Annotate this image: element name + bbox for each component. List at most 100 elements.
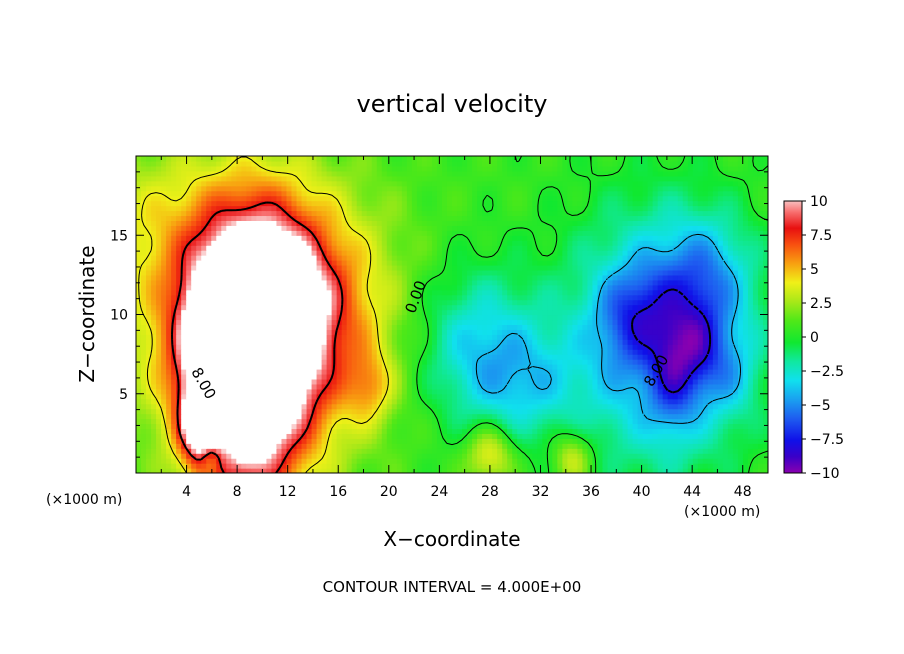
heat-cell [296,413,303,420]
heat-cell [136,334,142,340]
heat-cell [592,359,599,365]
heat-cell [406,294,413,301]
heat-cell [762,319,768,325]
heat-cell [411,378,418,385]
heat-cell [246,324,252,330]
heat-cell [266,423,273,430]
heat-cell [507,453,513,459]
heat-cell [722,373,729,380]
heat-cell [477,418,483,425]
heat-cell [431,294,438,301]
heat-cell [236,304,242,311]
heat-cell [191,319,197,325]
heat-cell [717,433,724,439]
heat-cell [677,354,684,360]
heat-cell [717,393,724,400]
heat-cell [231,438,237,444]
heat-cell [346,468,353,473]
heat-cell [747,433,754,439]
heat-cell [336,408,343,415]
heat-cell [582,364,589,370]
heat-cell [366,319,373,325]
heat-cell [687,368,694,375]
heat-cell [657,388,664,395]
heat-cell [236,373,242,380]
heat-cell [642,433,649,439]
heat-cell [472,359,478,365]
heat-cell [296,334,303,340]
heat-cell [291,364,298,370]
heat-cell [236,319,242,325]
heat-cell [341,468,348,473]
heat-cell [532,378,538,385]
heat-cell [391,329,398,335]
heat-cell [482,468,488,473]
heat-cell [492,458,498,464]
heat-cell [452,324,458,330]
heat-cell [612,458,619,464]
heat-cell [692,364,699,370]
heat-cell [416,354,423,360]
heat-cell [542,299,548,306]
heat-cell [421,443,428,449]
heat-cell [522,368,528,375]
heat-cell [321,294,328,301]
heat-cell [301,368,308,375]
heat-cell [211,354,217,360]
heat-cell [747,339,754,345]
heat-cell [441,393,448,400]
heat-cell [512,329,518,335]
heat-cell [757,349,764,355]
heat-cell [386,368,393,375]
heat-cell [196,289,202,296]
heat-cell [747,359,754,365]
heat-cell [512,373,518,380]
heat-cell [542,319,548,325]
heat-cell [522,433,528,439]
heat-cell [226,354,232,360]
heat-cell [457,433,463,439]
heat-cell [522,334,528,340]
heat-cell [291,433,298,439]
heat-cell [462,319,468,325]
heat-cell [386,359,393,365]
heat-cell [251,349,257,355]
heat-cell [236,274,242,281]
heat-cell [637,378,644,385]
heat-cell [151,468,157,473]
heat-cell [341,294,348,301]
heat-cell [632,393,639,400]
heat-cell [747,458,754,464]
heat-cell [236,418,242,425]
heat-cell [211,398,217,405]
heat-cell [682,438,689,444]
heat-cell [707,304,714,311]
heat-cell [181,299,187,306]
heat-cell [321,319,328,325]
heat-cell [537,443,543,449]
heat-cell [391,403,398,410]
heat-cell [251,294,257,301]
heat-cell [567,438,573,444]
heat-cell [331,274,338,281]
heat-cell [497,403,503,410]
heat-cell [431,418,438,425]
heat-cell [376,349,383,355]
heat-cell [201,413,207,420]
heat-cell [296,329,303,335]
heat-cell [612,349,619,355]
heat-cell [211,339,217,345]
heat-cell [592,349,599,355]
heat-cell [341,438,348,444]
heat-cell [416,433,423,439]
heat-cell [607,423,614,430]
heat-cell [542,393,548,400]
heat-cell [366,413,373,420]
heat-cell [136,453,142,459]
heat-cell [201,289,207,296]
heat-cell [306,289,313,296]
heat-cell [411,398,418,405]
heat-cell [457,299,463,306]
heat-cell [211,468,217,473]
heat-cell [221,398,227,405]
